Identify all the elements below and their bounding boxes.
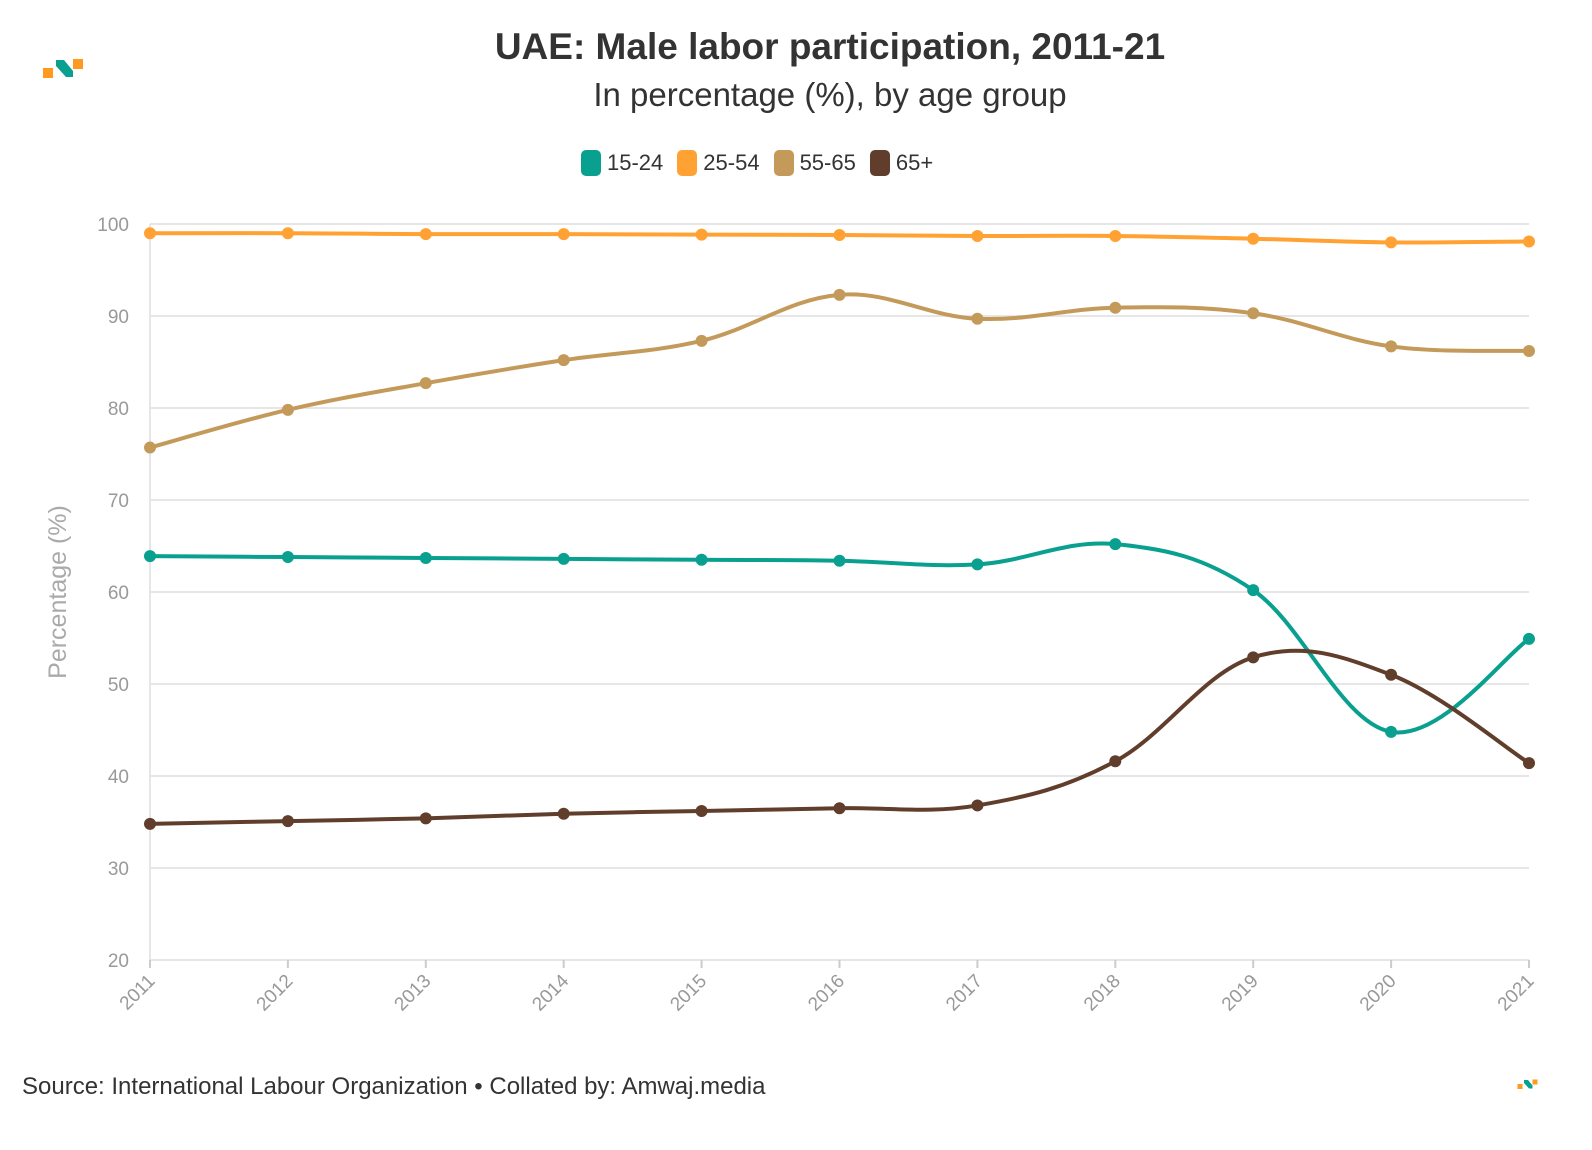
legend-label: 55-65	[799, 150, 856, 175]
brand-logo	[43, 59, 83, 78]
legend-label: 65+	[895, 150, 934, 175]
legend-swatch	[677, 150, 698, 176]
y-tick-label: 20	[108, 951, 129, 972]
data-point-65+	[1247, 651, 1260, 664]
chart-title: UAE: Male labor participation, 2011-21	[494, 26, 1166, 67]
chart-subtitle: In percentage (%), by age group	[593, 76, 1067, 113]
data-point-55-65	[1385, 340, 1398, 353]
y-tick-label: 60	[108, 583, 129, 604]
line-chart: 20 30 40 50 60 70 80 90 100 2011 2012 2013 2014 2015 2…	[44, 215, 1539, 1016]
data-point-65+	[833, 802, 846, 815]
legend-item-25-54[interactable]: 25-54	[677, 150, 760, 176]
y-tick-label: 50	[108, 675, 129, 696]
data-point-25-54	[557, 228, 570, 241]
x-tick-label: 2012	[253, 971, 298, 1016]
x-tick-label: 2018	[1080, 971, 1125, 1016]
series-line-15-24	[149, 541, 1531, 735]
source-note: Source: International Labour Organizatio…	[22, 1073, 766, 1100]
x-tick-label: 2011	[116, 971, 160, 1015]
data-point-55-65	[971, 312, 984, 325]
data-point-15-24	[1523, 632, 1535, 645]
data-point-15-24	[281, 551, 294, 564]
data-point-65+	[1523, 757, 1535, 770]
data-point-65+	[144, 817, 156, 830]
legend-swatch	[869, 150, 890, 176]
data-point-25-54	[1523, 235, 1535, 248]
data-point-15-24	[695, 553, 708, 566]
data-point-55-65	[1247, 307, 1260, 320]
data-point-65+	[1385, 668, 1398, 681]
data-point-65+	[557, 807, 570, 820]
brand-logo-small	[1517, 1079, 1538, 1089]
data-point-25-54	[833, 229, 846, 242]
data-point-15-24	[419, 551, 432, 564]
legend-swatch	[581, 150, 601, 176]
x-tick-label: 2013	[391, 971, 436, 1016]
data-point-65+	[1109, 755, 1122, 768]
data-point-55-65	[557, 354, 570, 367]
y-tick-label: 30	[108, 859, 129, 880]
data-point-25-54	[971, 229, 984, 242]
data-point-25-54	[1247, 232, 1260, 245]
series-line-55-65	[149, 292, 1530, 450]
legend: 15-24 25-54 55-65 65+	[581, 150, 933, 176]
data-point-25-54	[144, 227, 156, 240]
data-point-15-24	[833, 554, 846, 567]
x-tick-label: 2017	[942, 971, 987, 1016]
y-tick-label: 80	[108, 399, 129, 420]
y-tick-label: 100	[97, 215, 129, 236]
data-point-65+	[695, 804, 708, 817]
legend-swatch	[773, 150, 794, 176]
data-point-15-24	[1385, 725, 1398, 738]
data-point-25-54	[1385, 236, 1398, 249]
data-point-55-65	[695, 334, 708, 347]
y-tick-label: 90	[108, 307, 129, 328]
series-line-65+	[149, 648, 1531, 826]
data-point-15-24	[971, 558, 984, 571]
data-point-25-54	[281, 227, 294, 240]
data-point-55-65	[144, 441, 156, 454]
x-tick-label: 2014	[528, 970, 573, 1015]
x-tick-label: 2016	[804, 971, 849, 1016]
legend-label: 15-24	[607, 150, 664, 175]
y-tick-label: 70	[108, 491, 129, 512]
data-point-65+	[281, 815, 294, 828]
data-point-65+	[419, 812, 432, 825]
legend-item-65+[interactable]: 65+	[869, 150, 934, 176]
legend-label: 25-54	[703, 150, 760, 175]
x-tick-label: 2019	[1218, 971, 1263, 1016]
legend-item-15-24[interactable]: 15-24	[581, 150, 663, 176]
data-point-15-24	[557, 552, 570, 565]
data-point-55-65	[419, 377, 432, 390]
y-axis-label: Percentage (%)	[44, 505, 72, 679]
y-tick-label: 40	[108, 767, 129, 788]
data-point-25-54	[1109, 229, 1122, 242]
data-point-15-24	[1247, 584, 1260, 597]
data-point-55-65	[833, 288, 846, 301]
data-point-25-54	[419, 228, 432, 241]
x-tick-label: 2021	[1494, 971, 1539, 1016]
data-point-25-54	[695, 228, 708, 241]
legend-item-55-65[interactable]: 55-65	[773, 150, 856, 176]
data-point-55-65	[1109, 301, 1122, 314]
data-point-55-65	[281, 403, 294, 416]
x-tick-label: 2020	[1356, 971, 1401, 1016]
data-point-15-24	[144, 550, 156, 563]
data-point-15-24	[1109, 538, 1122, 551]
data-point-65+	[971, 799, 984, 812]
data-point-55-65	[1523, 344, 1535, 357]
x-tick-label: 2015	[666, 971, 711, 1016]
